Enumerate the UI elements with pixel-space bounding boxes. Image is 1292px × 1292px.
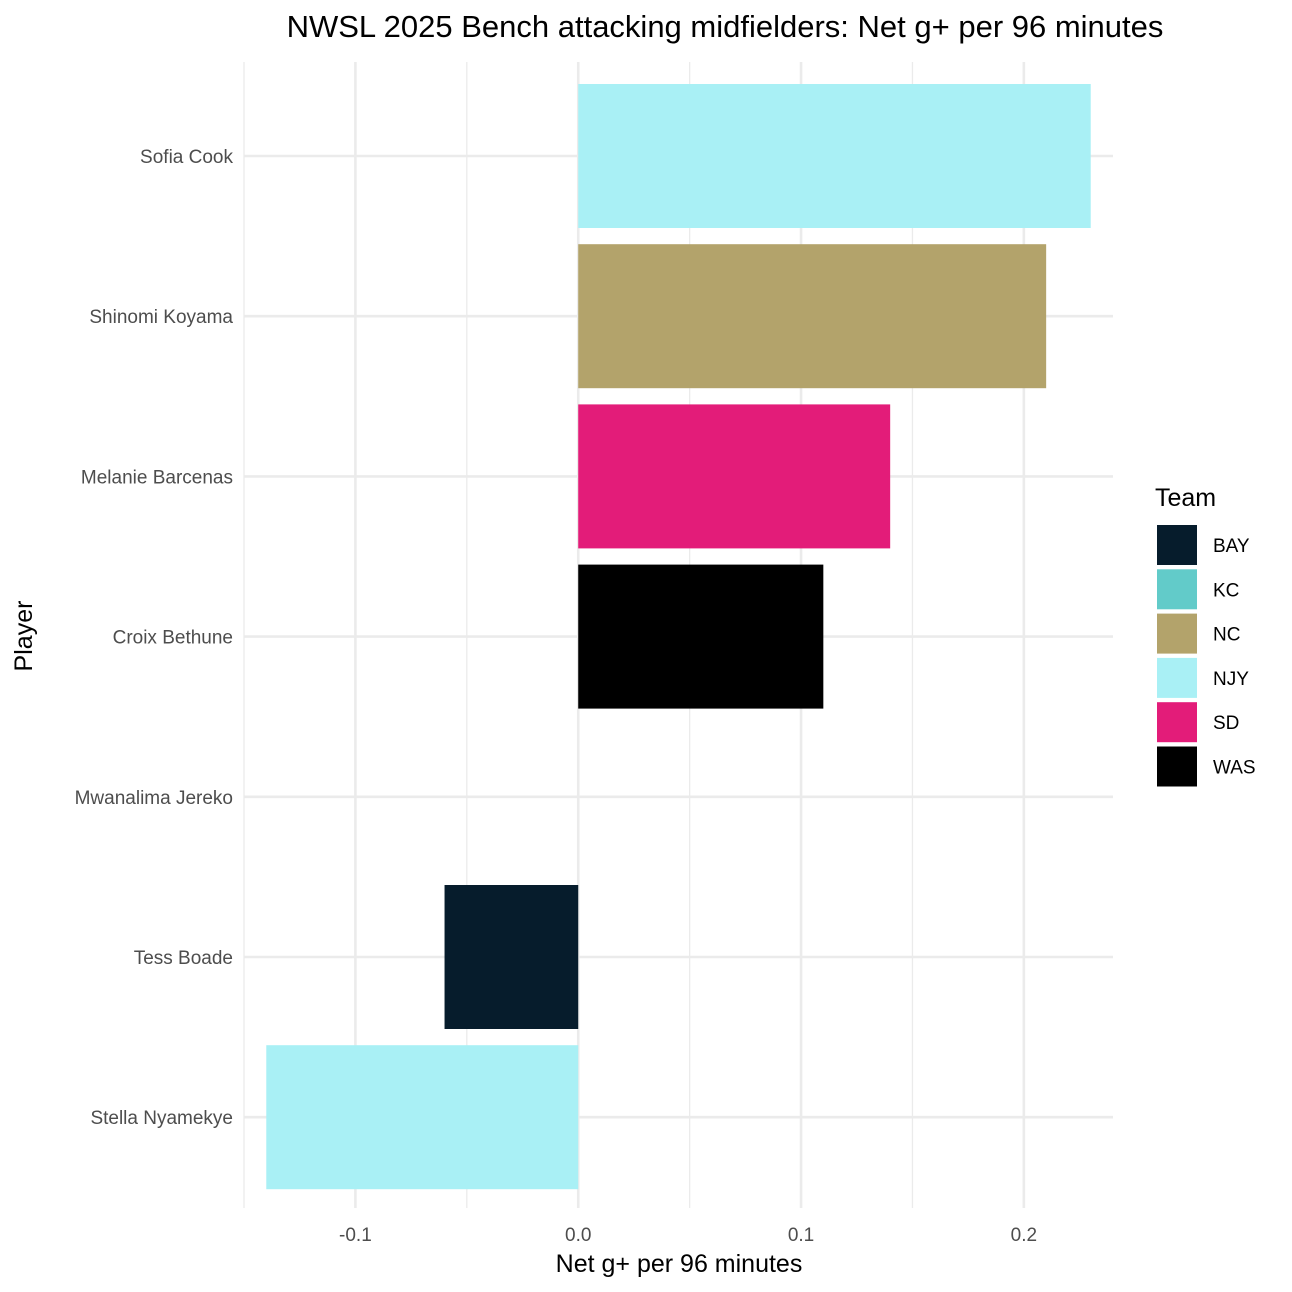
y-tick-label: Mwanalima Jereko — [75, 788, 233, 809]
x-tick-label: 0.1 — [788, 1225, 814, 1246]
axes: Sofia Cook Shinomi Koyama Melanie Barcenas… — [75, 147, 1037, 1246]
legend-swatch — [1157, 613, 1197, 654]
y-tick-label: Melanie Barcenas — [81, 467, 233, 488]
legend-swatch — [1157, 702, 1197, 743]
bar-tess-boade — [444, 885, 579, 1029]
legend-label: SD — [1213, 713, 1239, 734]
legend-label: WAS — [1213, 758, 1256, 779]
bar-melanie-barcenas — [578, 404, 891, 549]
bar-sofia-cook — [578, 84, 1091, 228]
legend-title: Team — [1155, 484, 1216, 512]
y-tick-label: Stella Nyamekye — [90, 1108, 233, 1129]
x-tick-label: -0.1 — [339, 1225, 372, 1246]
x-tick-label: 0.0 — [565, 1225, 591, 1246]
y-axis-title: Player — [10, 601, 38, 672]
y-tick-label: Shinomi Koyama — [89, 307, 233, 328]
y-tick-label: Croix Bethune — [113, 628, 233, 649]
bar-stella-nyamekye — [266, 1045, 579, 1190]
x-axis-title: Net g+ per 96 minutes — [556, 1250, 803, 1278]
y-tick-label: Sofia Cook — [140, 147, 233, 168]
legend-swatch — [1157, 746, 1197, 787]
legend: Team BAY KC NC NJY SD WAS — [1155, 484, 1256, 787]
legend-label: KC — [1213, 580, 1239, 601]
legend-swatch — [1157, 569, 1197, 610]
legend-label: NC — [1213, 625, 1240, 646]
x-tick-label: 0.2 — [1011, 1225, 1037, 1246]
bar-croix-bethune — [578, 564, 824, 709]
chart-title: NWSL 2025 Bench attacking midfielders: N… — [287, 9, 1164, 44]
legend-swatch — [1157, 657, 1197, 698]
legend-label: BAY — [1213, 536, 1250, 557]
y-tick-label: Tess Boade — [134, 948, 233, 969]
legend-swatch — [1157, 525, 1197, 565]
bar-shinomi-koyama — [578, 244, 1047, 389]
legend-label: NJY — [1213, 669, 1249, 690]
bars — [266, 84, 1091, 1190]
